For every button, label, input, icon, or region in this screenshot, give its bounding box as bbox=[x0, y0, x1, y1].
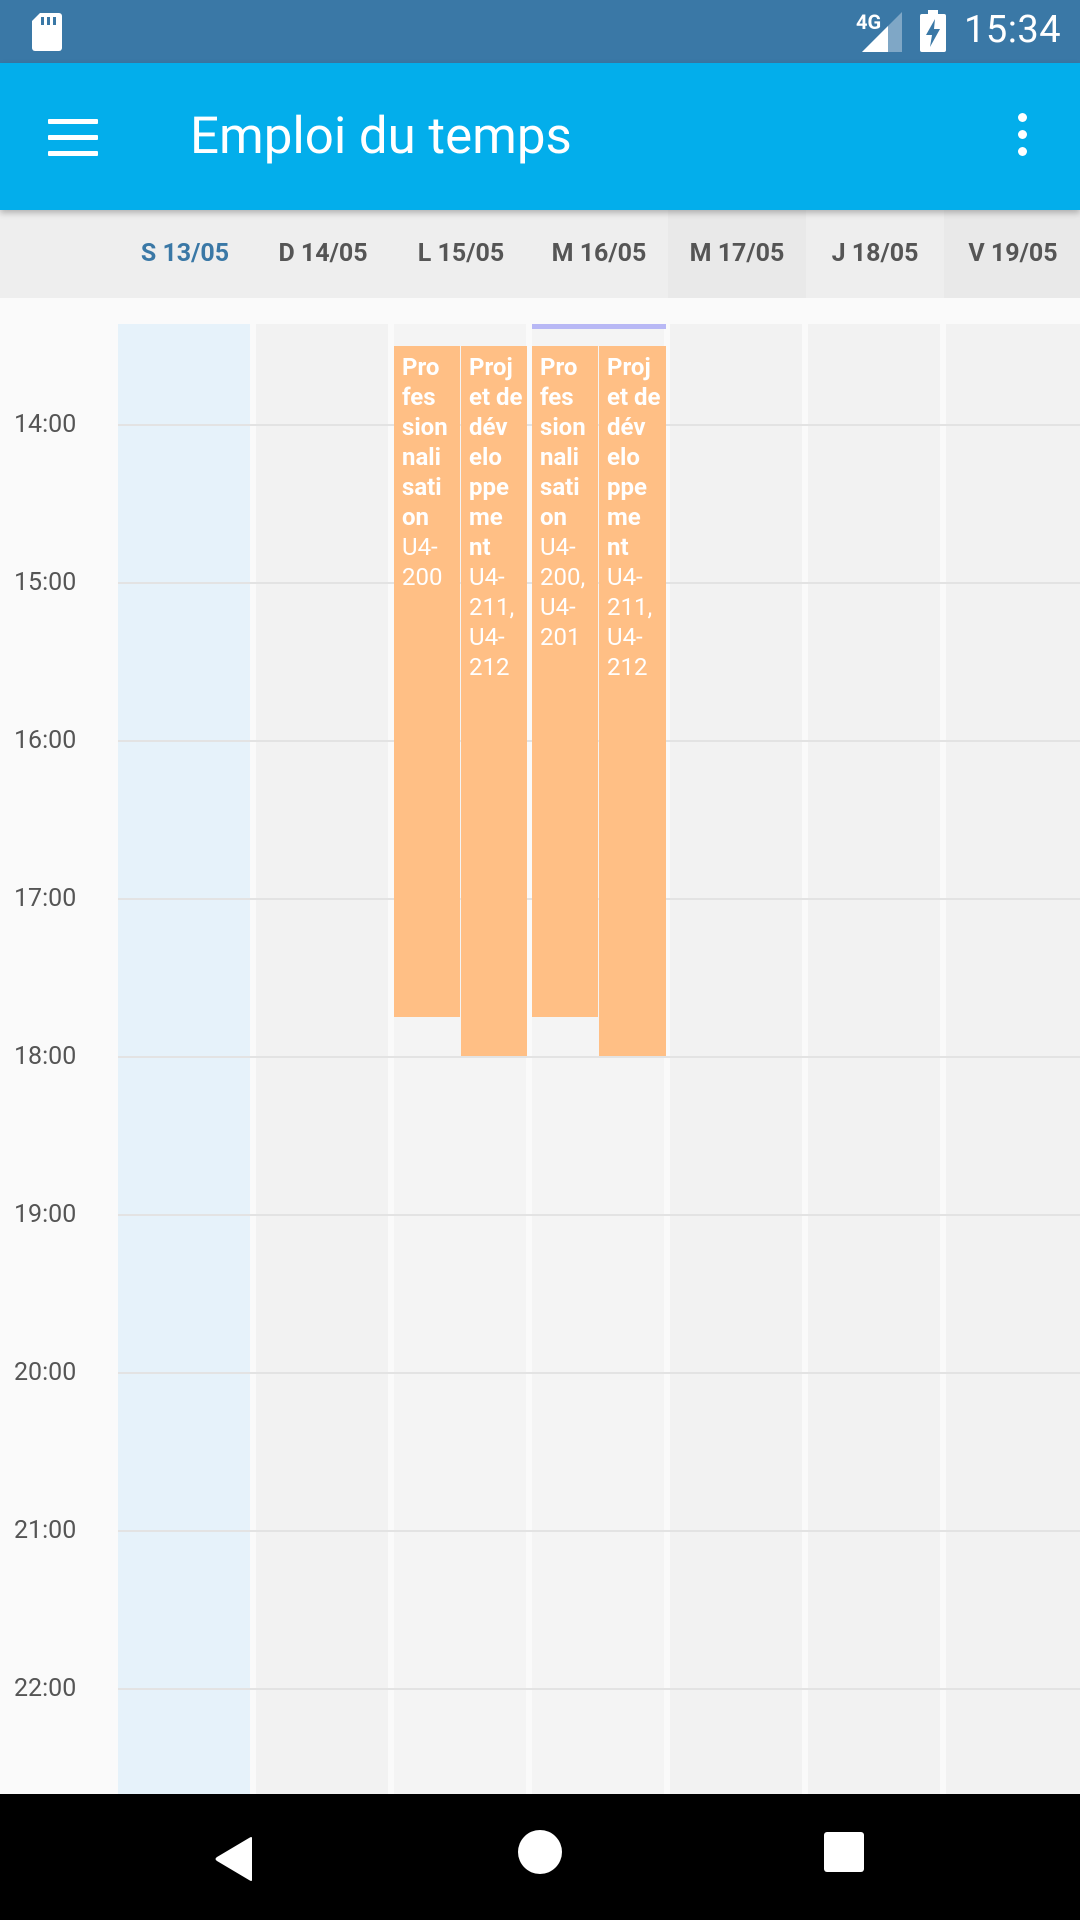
hour-line bbox=[118, 1214, 1080, 1216]
hour-label: 18:00 bbox=[14, 1042, 77, 1071]
event-title: Proj et de dév elo ppe me nt bbox=[469, 353, 523, 561]
status-bar: 4G 15:34 bbox=[0, 0, 1080, 63]
event-title: Pro fes sion nali sati on bbox=[402, 353, 448, 531]
hour-line bbox=[118, 1056, 1080, 1058]
status-clock: 15:34 bbox=[964, 8, 1062, 52]
event-title: Proj et de dév elo ppe me nt bbox=[607, 353, 661, 561]
hour-label: 20:00 bbox=[14, 1358, 77, 1387]
hour-label: 17:00 bbox=[14, 884, 77, 913]
app-bar: Emploi du temps bbox=[0, 63, 1080, 210]
hour-label: 19:00 bbox=[14, 1200, 77, 1229]
calendar-grid[interactable]: 14:00 15:00 16:00 17:00 18:00 19:00 20:0… bbox=[0, 298, 1080, 1794]
battery-charging-icon bbox=[920, 10, 946, 52]
system-navigation-bar bbox=[0, 1794, 1080, 1920]
home-icon[interactable] bbox=[518, 1830, 562, 1874]
event-block[interactable]: Proj et de dév elo ppe me nt U4-211, U4-… bbox=[599, 346, 666, 1056]
event-room: U4-200, U4-201 bbox=[540, 533, 586, 651]
day-column-today[interactable] bbox=[118, 324, 250, 1794]
day-header-today[interactable]: S 13/05 bbox=[140, 239, 230, 268]
back-icon[interactable] bbox=[214, 1836, 254, 1882]
event-room: U4-211, U4-212 bbox=[469, 563, 515, 681]
hour-label: 14:00 bbox=[14, 410, 77, 439]
day-column[interactable] bbox=[808, 324, 940, 1794]
sd-card-icon bbox=[32, 13, 62, 51]
event-room: U4-211, U4-212 bbox=[607, 563, 653, 681]
day-column[interactable] bbox=[256, 324, 388, 1794]
day-header-row: S 13/05 D 14/05 L 15/05 M 16/05 M 17/05 … bbox=[0, 210, 1080, 298]
page-title: Emploi du temps bbox=[190, 107, 572, 166]
day-header[interactable]: J 18/05 bbox=[831, 239, 919, 268]
hour-line bbox=[118, 1688, 1080, 1690]
event-title: Pro fes sion nali sati on bbox=[540, 353, 586, 531]
event-block[interactable]: Pro fes sion nali sati on U4-200, U4-201 bbox=[532, 346, 598, 1017]
cell-signal-icon bbox=[862, 12, 902, 52]
current-time-marker bbox=[532, 324, 666, 329]
hour-label: 22:00 bbox=[14, 1674, 77, 1703]
hour-line bbox=[118, 1372, 1080, 1374]
hour-line bbox=[118, 1530, 1080, 1532]
network-type-label: 4G bbox=[856, 10, 882, 34]
day-column[interactable] bbox=[670, 324, 802, 1794]
hamburger-menu-icon[interactable] bbox=[48, 119, 98, 156]
event-block[interactable]: Proj et de dév elo ppe me nt U4-211, U4-… bbox=[461, 346, 527, 1056]
event-block[interactable]: Pro fes sion nali sati on U4-200 bbox=[394, 346, 460, 1017]
hour-label: 16:00 bbox=[14, 726, 77, 755]
day-header[interactable]: M 16/05 bbox=[551, 239, 647, 268]
day-header[interactable]: D 14/05 bbox=[278, 239, 368, 268]
day-column[interactable] bbox=[946, 324, 1080, 1794]
day-header[interactable]: V 19/05 bbox=[944, 210, 1080, 298]
day-header[interactable]: L 15/05 bbox=[417, 239, 505, 268]
hour-label: 15:00 bbox=[14, 568, 77, 597]
overflow-menu-icon[interactable] bbox=[1012, 113, 1032, 163]
day-header[interactable]: M 17/05 bbox=[668, 210, 806, 298]
hour-label: 21:00 bbox=[14, 1516, 77, 1545]
event-room: U4-200 bbox=[402, 533, 443, 591]
recent-apps-icon[interactable] bbox=[824, 1832, 864, 1872]
